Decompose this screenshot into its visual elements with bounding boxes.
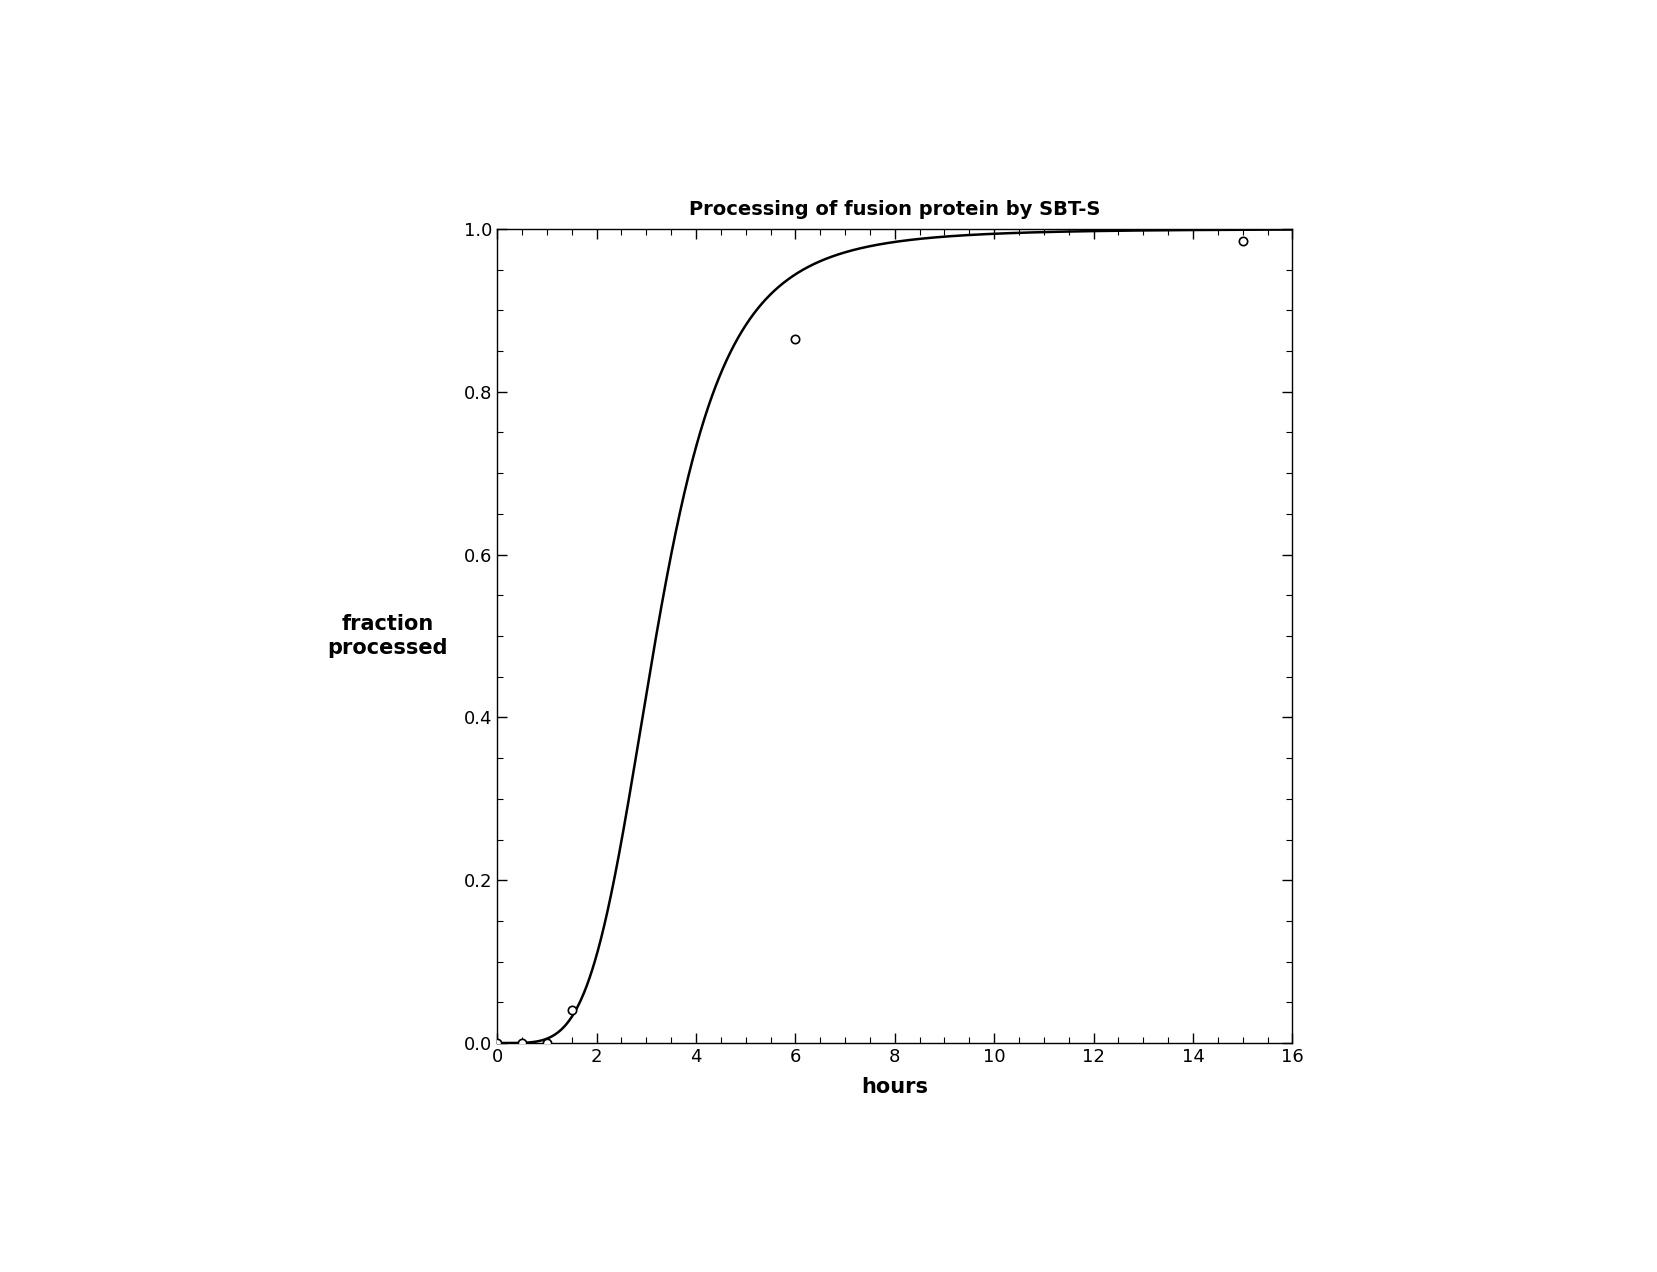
Title: Processing of fusion protein by SBT-S: Processing of fusion protein by SBT-S (689, 200, 1100, 219)
X-axis label: hours: hours (862, 1077, 928, 1096)
Y-axis label: fraction
processed: fraction processed (326, 614, 447, 658)
